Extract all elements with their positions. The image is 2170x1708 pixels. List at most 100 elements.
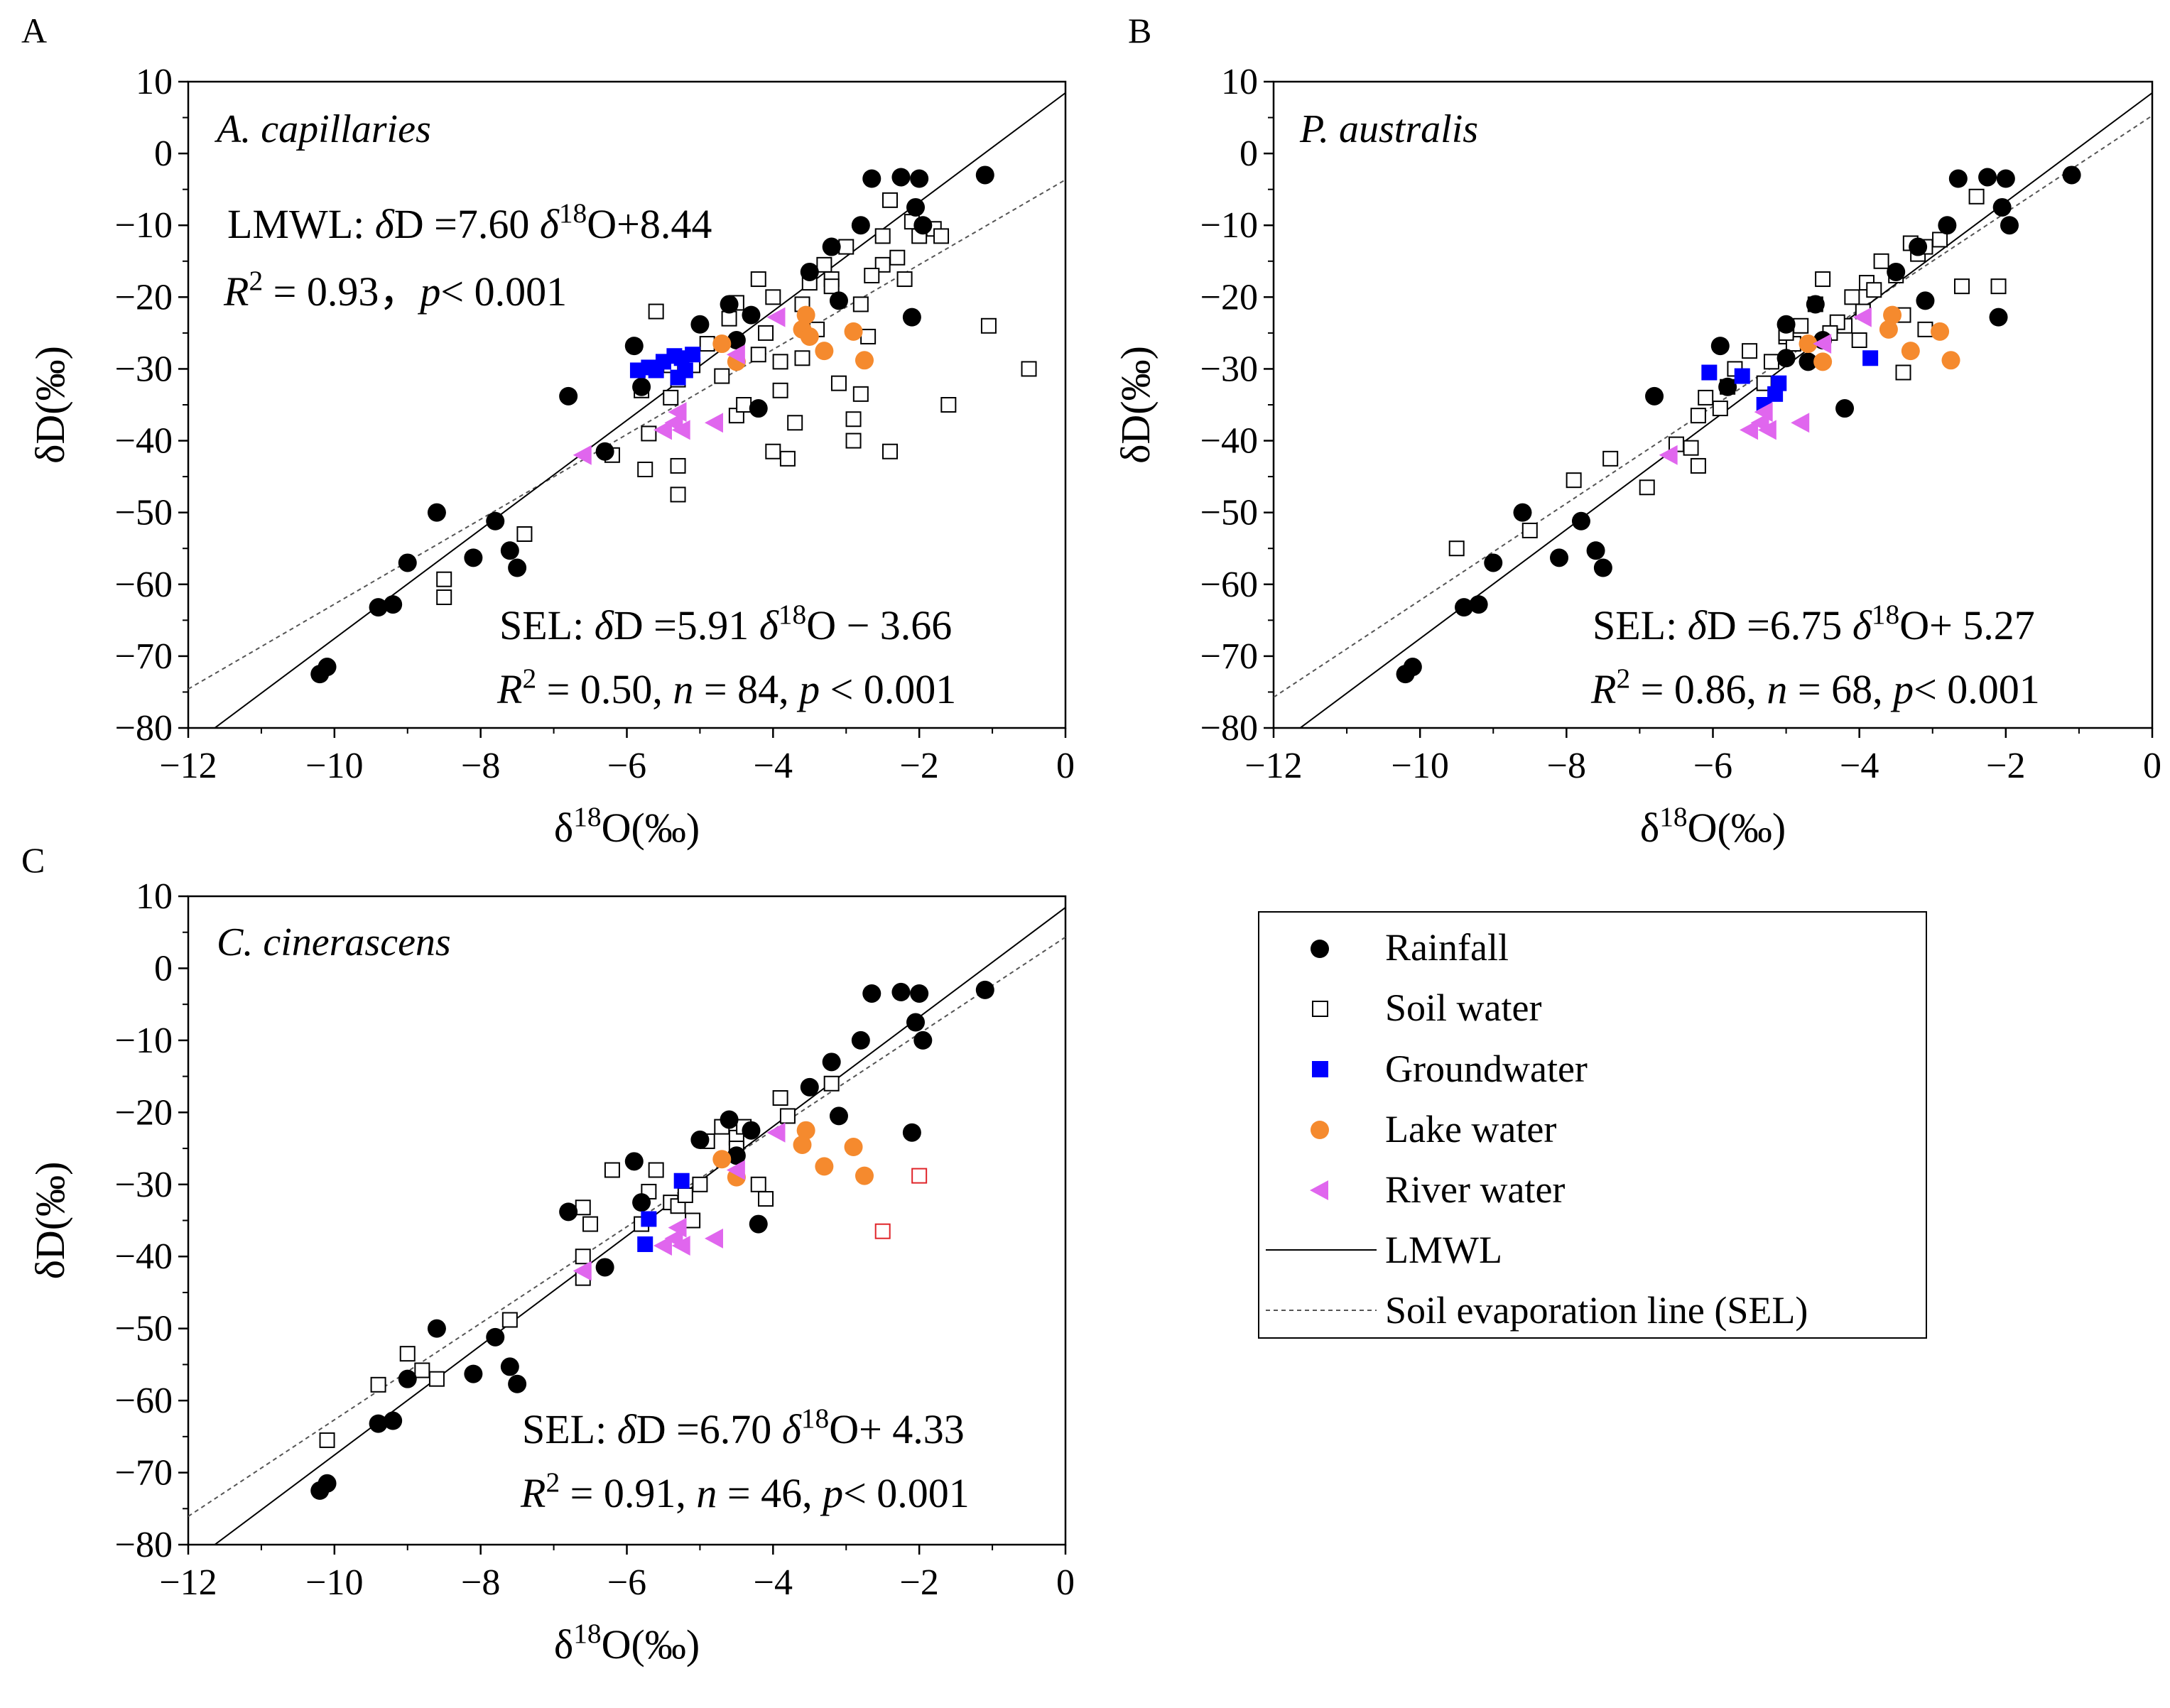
soil-water-point [896,271,913,288]
x-tick-label: −8 [1547,746,1586,786]
rainfall-point [486,511,505,531]
soil-water-point [1917,321,1933,337]
rainfall-point [384,1411,403,1430]
rainfall-point [851,1030,870,1050]
x-axis-label: δ18O(‰) [554,1618,700,1668]
soil-water-point [1602,450,1619,467]
x-tick-label: −12 [1244,746,1302,786]
rainfall-point [690,1130,710,1149]
x-axis-label: δ18O(‰) [1640,801,1786,851]
x-tick-label: −6 [607,1562,646,1603]
river-water-point [653,1236,672,1256]
soil-water-point [501,1312,518,1328]
x-tick-label: −10 [305,1562,363,1603]
river-water-point [653,420,672,440]
y-tick-label: −70 [115,636,173,677]
y-tick-label: −60 [115,565,173,605]
soil-water-point [1851,332,1867,348]
soil-water-point [750,271,766,288]
y-tick-label: −40 [115,421,173,462]
lake-water-point [712,334,732,354]
soil-water-point [699,336,715,352]
soil-water-point [1683,440,1699,456]
soil-water-point [648,303,664,320]
rainfall-point [398,1369,417,1388]
river-water-point [1740,420,1759,440]
rainfall-point [1835,399,1855,418]
soil-water-point [1712,401,1728,417]
soil-water-point [428,1371,445,1387]
soil-water-point [882,443,898,459]
soil-water-point [1448,540,1465,557]
x-tick-label: −12 [159,746,217,786]
soil-water-point [852,386,869,402]
sel-eq-annotation: SEL: δD =5.91 δ18O − 3.66 [499,599,952,648]
river-water-point [726,344,745,365]
rainfall-point [559,1202,578,1222]
panel-letter-b: B [1128,11,1151,50]
rainfall-point [624,337,644,356]
panel-c: −12 −10 −8 −6 −4 −2 0100−10−20−30−40−50−60−70−… [27,876,1075,1668]
x-axis-label: δ18O(‰) [554,801,700,851]
x-tick-label: −4 [754,1562,793,1603]
river-water-point [573,445,592,465]
lmwl-stats-annotation: R2 = 0.93，p< 0.001 [223,265,567,315]
panel-b: −12 −10 −8 −6 −4 −2 0100−10−20−30−40−50−60−70−… [1112,62,2161,851]
groundwater-point [641,1211,657,1227]
y-tick-label: 10 [136,876,173,917]
soil-water-point [765,443,781,459]
legend-box [1258,911,1927,1339]
lake-water-point [793,1135,812,1154]
soil-water-point [399,1346,416,1362]
groundwater-point [670,369,686,386]
river-water-point [1791,413,1810,433]
rainfall-point [632,1193,651,1212]
lake-water-point [800,327,819,346]
rainfall-point [910,169,929,188]
soil-water-point [750,1176,766,1192]
soil-water-point [1968,188,1985,205]
legend-river-water-label: River water [1385,1168,1565,1211]
lake-water-point [1813,352,1833,371]
soil-water-point-red [874,1223,891,1239]
rainfall-point [427,503,446,522]
soil-water-point [663,389,679,406]
x-tick-label: −2 [900,746,939,786]
x-tick-label: −8 [461,1562,500,1603]
rainfall-point [975,980,994,999]
legend-river-water-marker [1310,1180,1328,1200]
soil-water-point [736,397,752,413]
rainfall-point [464,1364,483,1383]
soil-water-point [436,589,452,605]
y-tick-label: −30 [115,1165,173,1205]
y-tick-label: −50 [1200,493,1258,533]
rainfall-point [1776,315,1796,334]
rainfall-point [862,984,881,1003]
soil-water-point [1521,522,1538,538]
lake-water-point [815,342,834,361]
soil-water-point [575,1200,591,1216]
y-axis-label: δD(‰) [1112,346,1159,464]
soil-water-point [1990,278,2007,295]
legend-groundwater-marker [1312,1061,1328,1077]
soil-water-point [845,433,862,449]
lmwl-line [213,907,1065,1545]
legend-lake-water-marker [1311,1121,1329,1139]
river-water-point [668,402,687,423]
soil-water-point [1690,408,1706,424]
soil-water-point [1873,253,1889,269]
legend: Rainfall Soil water Groundwater Lake wat… [1258,911,1927,1339]
rainfall-point [851,216,870,235]
rainfall-point [427,1319,446,1338]
regression-lines [188,907,1065,1545]
soil-water-point [779,1108,796,1124]
lake-water-point [712,1150,732,1169]
rainfall-point [318,1474,337,1493]
y-tick-label: −70 [1200,636,1258,677]
x-tick-label: −2 [900,1562,939,1603]
soil-water-point [1742,343,1758,359]
rainfall-point [1469,595,1488,614]
soil-water-point [1953,278,1970,295]
sel-stats-annotation: R2 = 0.50, n = 84, p < 0.001 [497,663,956,712]
soil-water-point [637,462,653,477]
